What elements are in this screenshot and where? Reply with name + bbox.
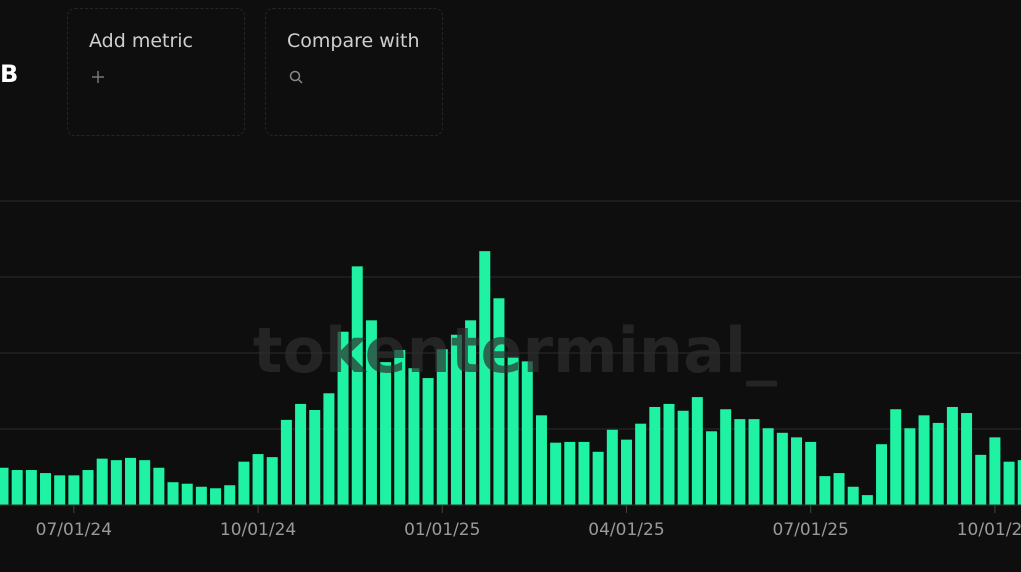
card-title: Add metric — [89, 30, 194, 52]
bar — [40, 473, 52, 505]
bar — [252, 454, 264, 505]
bar — [521, 361, 533, 505]
bar — [819, 476, 831, 505]
bar — [946, 406, 958, 505]
bar — [465, 320, 477, 505]
bar — [394, 349, 406, 505]
bar — [791, 437, 803, 505]
x-tick-label: 07/01/25 — [773, 520, 849, 540]
x-tick-label: 10/01/25 — [957, 520, 1021, 540]
header-letter: B — [0, 60, 19, 88]
bar — [68, 475, 80, 505]
search-icon — [289, 70, 303, 84]
bar — [96, 458, 108, 505]
bar — [82, 470, 94, 505]
bar — [961, 413, 973, 505]
bar — [25, 470, 37, 505]
compare-card[interactable]: Compare with — [265, 8, 443, 136]
bar — [564, 441, 576, 505]
bar — [266, 457, 278, 505]
bar — [904, 428, 916, 505]
bar — [323, 393, 335, 505]
bar — [805, 441, 817, 505]
bar — [748, 419, 760, 505]
bar — [238, 461, 250, 505]
bar — [975, 454, 987, 505]
plus-icon — [92, 71, 104, 83]
bar — [380, 362, 392, 505]
bar — [550, 442, 562, 505]
bar — [734, 419, 746, 505]
x-tick-label: 04/01/25 — [588, 520, 664, 540]
bar — [833, 473, 845, 505]
bar — [479, 251, 491, 505]
bar — [592, 451, 604, 505]
bar — [1017, 460, 1021, 505]
bar — [224, 485, 236, 505]
bar — [167, 482, 179, 505]
bar — [620, 439, 632, 505]
bar — [932, 422, 944, 505]
bar — [663, 403, 675, 505]
bar — [677, 410, 689, 505]
bar — [280, 419, 292, 505]
bar — [649, 406, 661, 505]
bar — [195, 486, 207, 505]
bar — [706, 431, 717, 505]
bar — [876, 444, 888, 505]
bar — [762, 428, 774, 505]
bar — [635, 423, 647, 505]
bar — [507, 356, 519, 505]
bar — [408, 368, 420, 505]
bar — [309, 410, 321, 505]
bar — [365, 320, 377, 505]
bar — [139, 460, 151, 505]
x-tick-label: 10/01/24 — [220, 520, 296, 540]
bar — [11, 470, 23, 505]
bar — [918, 415, 930, 505]
bar — [578, 441, 590, 505]
bar — [861, 495, 873, 505]
bar — [210, 488, 222, 505]
bar — [110, 460, 122, 505]
bar — [54, 475, 66, 505]
bar — [493, 298, 505, 505]
bar — [351, 266, 363, 505]
bar — [436, 349, 448, 505]
bar — [847, 486, 859, 505]
bar — [989, 437, 1001, 505]
card-title: Compare with — [287, 30, 420, 52]
bar — [691, 397, 703, 505]
x-tick-label: 01/01/25 — [404, 520, 480, 540]
bar — [153, 467, 165, 505]
add-metric-card[interactable]: Add metric — [67, 8, 245, 136]
x-tick-label: 07/01/24 — [36, 520, 112, 540]
bar — [1003, 461, 1015, 505]
bar — [450, 334, 462, 505]
bar — [535, 415, 547, 505]
bar — [295, 403, 307, 505]
bar — [0, 467, 9, 505]
bar — [125, 457, 137, 505]
bar — [776, 432, 788, 505]
bar — [181, 483, 193, 505]
bar — [422, 378, 434, 505]
bar — [720, 409, 732, 505]
bar — [337, 331, 349, 505]
bar — [606, 429, 618, 505]
watermark: tokenterminal_ — [253, 314, 777, 387]
bar — [890, 409, 902, 505]
